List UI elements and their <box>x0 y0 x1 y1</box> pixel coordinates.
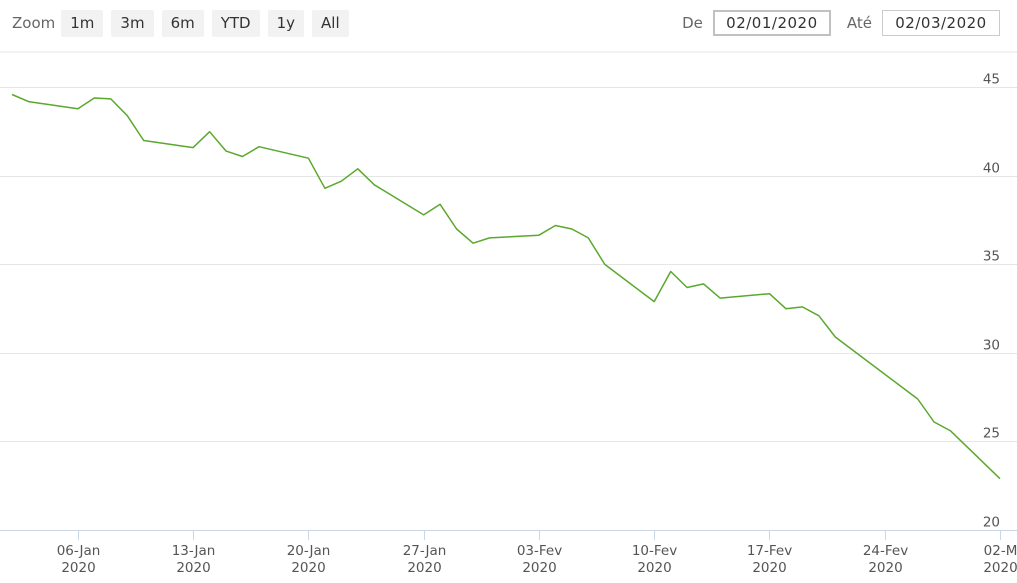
y-axis-labels: 20 25 30 35 40 45 <box>983 72 1000 531</box>
zoom-all-button[interactable]: All <box>312 9 349 37</box>
x-tick-label: 10-Fev <box>632 543 677 559</box>
x-tick-label: 03-Fev <box>517 543 562 559</box>
y-tick-label: 45 <box>983 72 1000 88</box>
y-tick-label: 30 <box>983 338 1000 354</box>
x-tick-label: 02-M <box>984 543 1017 559</box>
x-tick-label: 24-Fev <box>863 543 908 559</box>
x-tick-year-label: 2020 <box>291 560 325 576</box>
zoom-3m-button[interactable]: 3m <box>111 9 154 37</box>
zoom-label: Zoom <box>12 14 56 32</box>
date-range-selector: De Até <box>666 8 1000 38</box>
x-axis: 06-Jan202013-Jan202020-Jan202027-Jan2020… <box>0 530 1017 576</box>
from-label: De <box>682 14 703 32</box>
zoom-bar: Zoom 1m 3m 6m YTD 1y All <box>12 9 357 37</box>
x-tick-year-label: 2020 <box>637 560 671 576</box>
x-tick-year-label: 2020 <box>752 560 786 576</box>
x-tick-label: 13-Jan <box>172 543 216 559</box>
to-date-input[interactable] <box>882 10 1000 36</box>
series-line <box>11 93 1001 480</box>
y-tick-label: 40 <box>983 161 1000 177</box>
zoom-1m-button[interactable]: 1m <box>61 9 104 37</box>
x-tick-label: 27-Jan <box>403 543 447 559</box>
x-tick-label: 17-Fev <box>747 543 792 559</box>
grid <box>0 51 1017 442</box>
x-tick-label: 06-Jan <box>57 543 101 559</box>
y-tick-label: 20 <box>983 515 1000 531</box>
x-tick-year-label: 2020 <box>983 560 1017 576</box>
x-tick-year-label: 2020 <box>176 560 210 576</box>
x-tick-year-label: 2020 <box>407 560 441 576</box>
zoom-1y-button[interactable]: 1y <box>267 9 305 37</box>
x-tick-label: 20-Jan <box>287 543 331 559</box>
x-tick-year-label: 2020 <box>61 560 95 576</box>
x-tick-year-label: 2020 <box>522 560 556 576</box>
zoom-6m-button[interactable]: 6m <box>161 9 204 37</box>
y-tick-label: 25 <box>983 426 1000 442</box>
series-layer <box>11 93 1001 480</box>
from-date-input[interactable] <box>712 10 831 36</box>
to-label: Até <box>846 14 872 32</box>
y-tick-label: 35 <box>983 249 1000 265</box>
zoom-ytd-button[interactable]: YTD <box>211 9 260 37</box>
x-tick-year-label: 2020 <box>868 560 902 576</box>
